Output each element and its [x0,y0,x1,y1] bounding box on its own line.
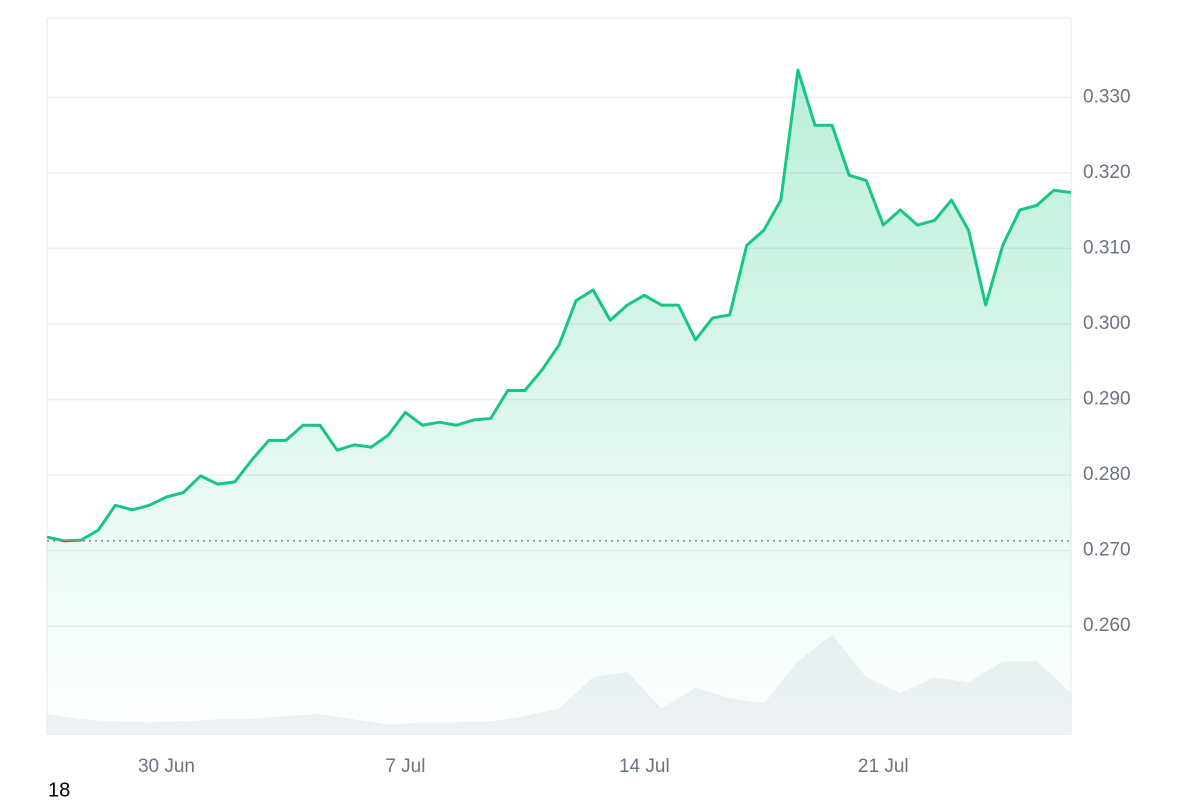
x-tick-label: 14 Jul [619,756,670,777]
x-tick-label: 30 Jun [138,756,195,777]
price-area [47,70,1071,735]
y-tick-label: 0.330 [1083,86,1131,107]
x-tick-label: 7 Jul [385,756,425,777]
y-tick-label: 0.270 [1083,540,1131,561]
footer-text: 18 [48,779,70,800]
y-tick-label: 0.290 [1083,389,1131,410]
x-tick-label: 21 Jul [858,756,909,777]
y-tick-label: 0.320 [1083,162,1131,183]
price-line [47,68,1071,541]
y-tick-label: 0.280 [1083,464,1131,485]
y-tick-label: 0.310 [1083,237,1131,258]
y-tick-label: 0.260 [1083,615,1131,636]
y-tick-label: 0.300 [1083,313,1131,334]
